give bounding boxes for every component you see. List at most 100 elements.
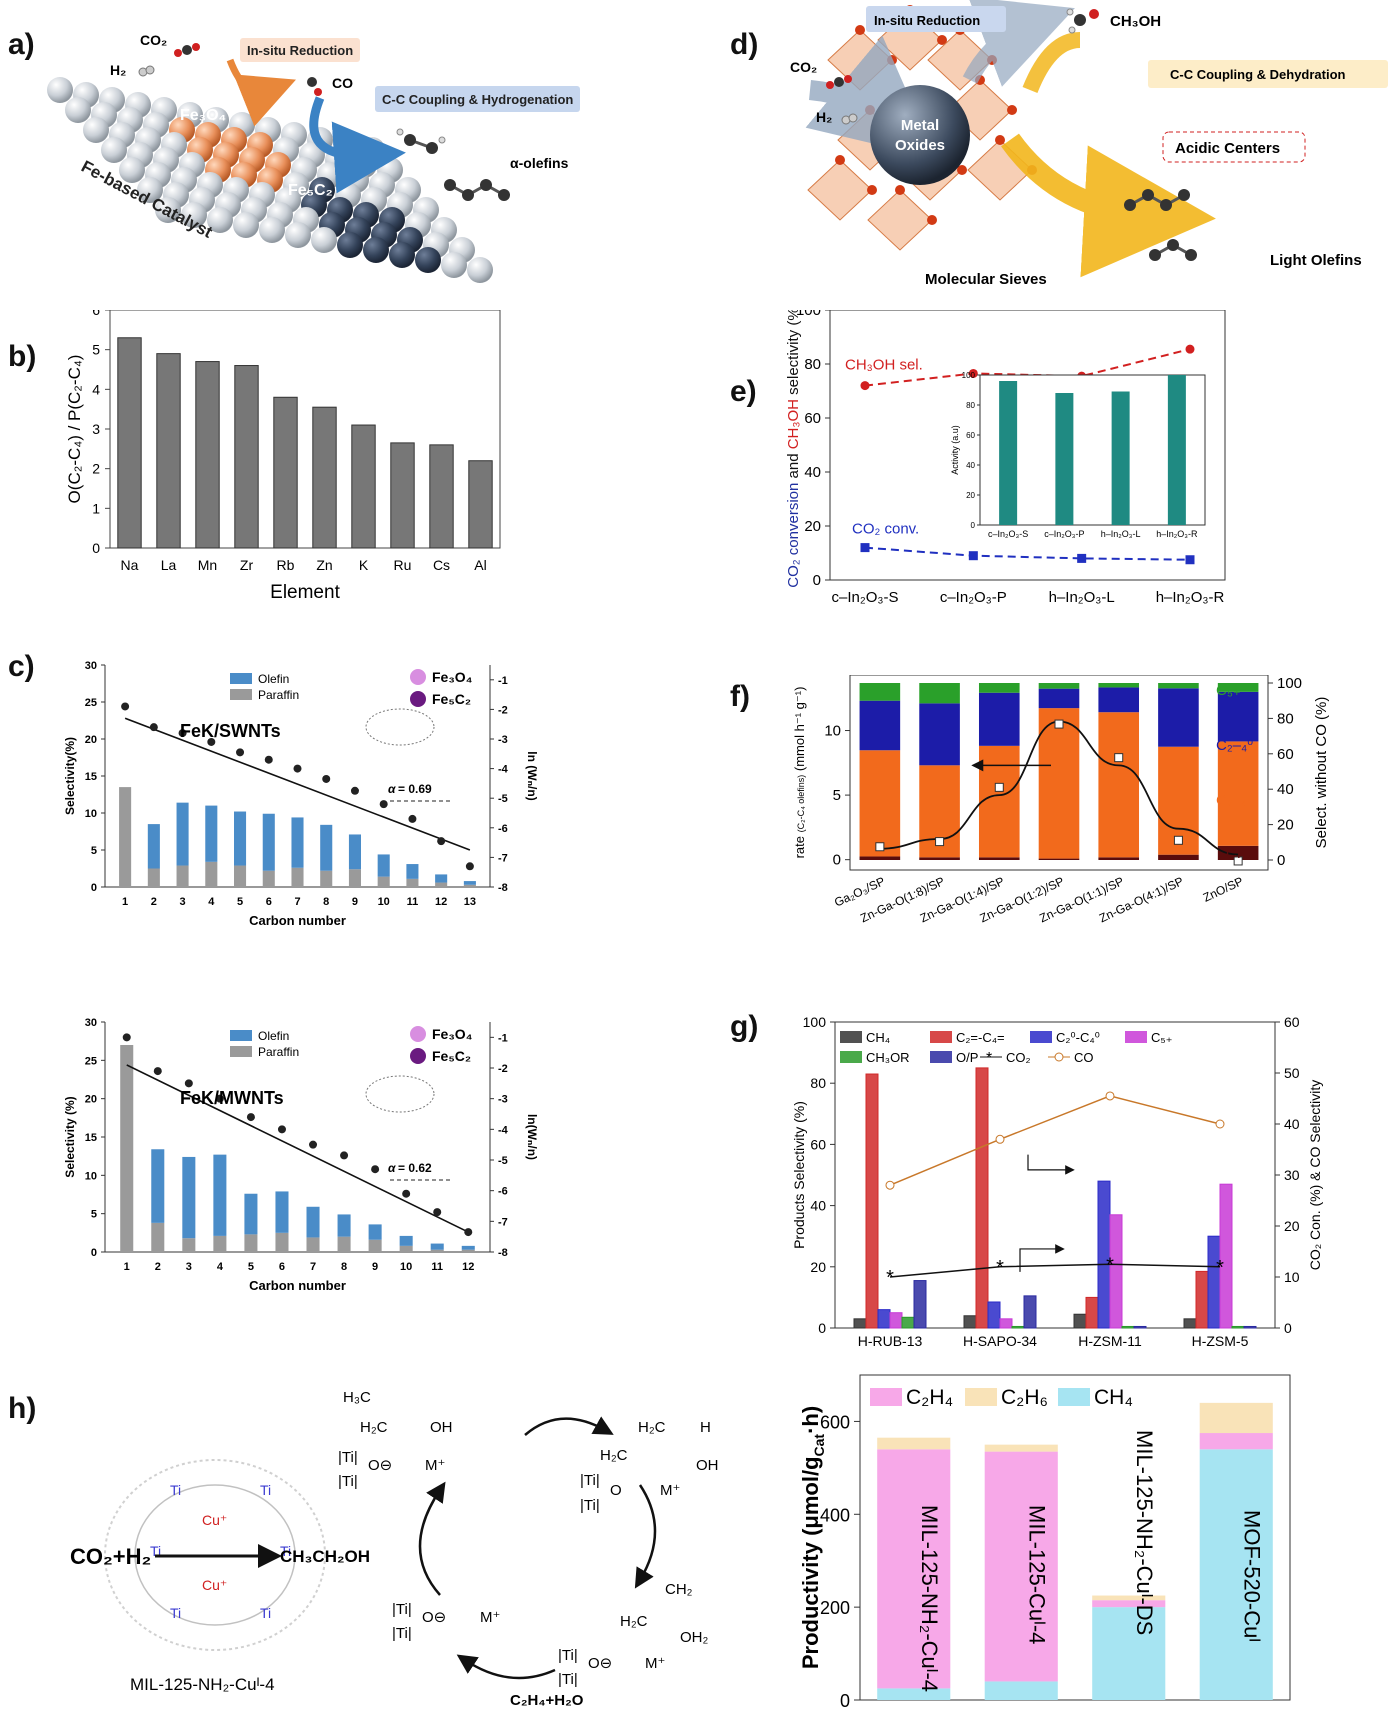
olefin-bar [182,1156,196,1239]
inset-y-tick-label: 0 [971,521,976,530]
chart-title: FeK/MWNTs [180,1088,284,1108]
insitu-tag [240,38,360,62]
bar [312,406,337,549]
asf-point [322,774,331,783]
ti-atom-label: Ti [150,1543,161,1559]
legend-swatch [930,1031,952,1043]
bar [913,1280,927,1329]
asf-point [236,748,245,757]
bar [889,1312,903,1329]
bar [877,1309,891,1329]
x-tick-label: Mn [198,557,217,573]
bar [901,1316,915,1329]
int3-ominus: O⊖ [588,1655,612,1672]
asf-point [437,837,446,846]
stacked-bar-segment [978,745,1020,858]
x-tick-label: 5 [248,1261,254,1273]
y2-axis-label: ln (Wₙ/n) [525,751,539,800]
asf-point [371,1165,380,1174]
bar [117,337,142,549]
y-tick-label: 100 [796,310,821,319]
chart-e: 0 20 40 60 80 100 c–In₂O₃-S c–In₂O₃-P h–In₂O₃-L h… [785,310,1226,606]
y2-tick-label: 0 [1277,852,1285,869]
stacked-bar-segment [978,857,1020,860]
y-tick-label: 5 [833,787,841,804]
chart-g: 0 20 40 60 80 100 0 10 20 30 40 50 60 H-RUB-13 H-SAPO-… [791,1014,1323,1349]
x-tick-label: 7 [310,1261,316,1273]
y2-tick-label: 100 [1277,675,1302,692]
ch3oh-label: CH₃OH [1110,13,1161,30]
ethanol-label: CH₃CH₂OH [280,1547,370,1566]
asf-point [402,1189,411,1198]
catalyst-sphere [415,247,441,273]
x-tick-label: ZnO/SP [1201,874,1246,905]
bar-label: MIL-125-NH₂-Cuᴵ-DS [1132,1430,1157,1635]
co2-point: * [1106,1254,1114,1276]
x-tick-label: 10 [400,1261,412,1273]
stacked-bar-segment [1092,1595,1166,1601]
co2-point: * [1216,1257,1224,1279]
y-tick-label: 0 [91,1247,97,1259]
asf-point [433,1208,442,1217]
co2-molecule-icon-d [826,75,852,89]
ch3oh-series-label: CH₃OH sel. [845,357,923,374]
co-point [1215,1119,1225,1129]
bar [1023,1295,1037,1329]
rest-mplus: M⁺ [480,1609,500,1626]
x-tick-label: 13 [464,896,476,908]
legend-label: O/P [956,1050,978,1065]
y-tick-label: 5 [91,1209,97,1221]
y2-tick-label: -1 [498,1032,508,1044]
y-axis-label: O(C₂-C₄) / P(C₂-C₄) [65,355,84,504]
co-point [1105,1091,1115,1101]
y-tick-label: 0 [91,882,97,894]
y-tick-label: 0 [818,1320,826,1336]
panel-label-a: a) [8,28,35,61]
bar [1109,1214,1123,1329]
asf-point [184,1079,193,1088]
rest-ti-2: |Ti| [392,1625,412,1642]
y-tick-label: 15 [85,1132,97,1144]
legend-paraffin-label: Paraffin [258,1045,299,1059]
y-tick-label: 0 [840,1691,850,1709]
legend-swatch [1125,1031,1147,1043]
nanotube-icon [365,708,435,746]
stacked-bar-segment [877,1437,951,1450]
rate-point [1233,856,1243,866]
paraffin-bar [320,870,333,887]
bar [351,424,376,549]
x-tick-label: 9 [352,896,358,908]
right-axis-arrow [1027,1154,1075,1175]
stacked-bar-segment [984,1451,1058,1682]
y2-tick-label: 60 [1277,746,1294,763]
metal-oxides-sphere [870,85,970,185]
stacked-bar-segment [1038,683,1080,689]
asf-point [122,1033,131,1042]
legend-swatch [930,1051,952,1063]
legend-co2-label: CO₂ [1006,1050,1031,1065]
x-axis-label: Carbon number [249,913,346,928]
y2-axis-label: CO₂ Con. (%) & CO Selectivity [1307,1080,1323,1271]
asf-point [149,723,158,732]
x-tick-label: Ru [394,557,412,573]
co-line [889,1095,1221,1186]
y2-axis-label: ln(Wₙ/n) [525,1114,539,1160]
acidic-tag-text: Acidic Centers [1175,140,1280,157]
int3-mplus: M⁺ [645,1655,665,1672]
y2-tick-label: -8 [498,882,508,894]
y2-tick-label: 20 [1284,1218,1300,1234]
oxygen-atom [995,135,1005,145]
x-tick-label: h–In₂O₃-R [1156,589,1225,606]
y-tick-label: 600 [820,1412,850,1432]
int3-ch2: CH₂ [665,1581,693,1598]
panel-label-e: e) [730,375,757,408]
oxygen-atom [855,25,865,35]
x-tick-label: 6 [279,1261,285,1273]
fe3o4-legend-label: Fe₃O₄ [432,669,472,685]
chart-title: FeK/SWNTs [180,721,281,741]
olefin-bar [461,1245,475,1250]
paraffin-bar [348,869,361,887]
chart-b: 0 1 2 3 4 5 6 Na La Mn Zr Rb Zn K Ru Cs Al Element O(C₂-C₄… [65,310,501,603]
x-tick-label: 12 [462,1261,474,1273]
